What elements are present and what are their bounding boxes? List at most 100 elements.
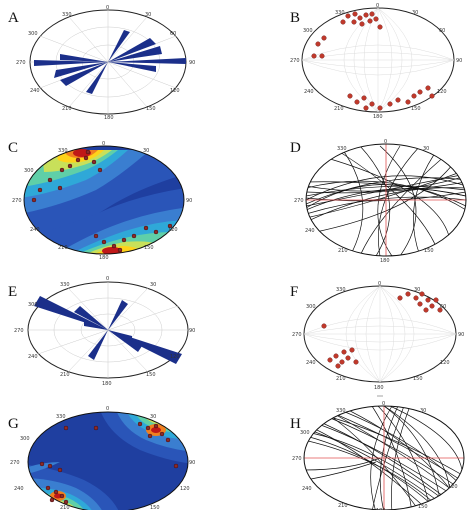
svg-text:150: 150 [150,505,160,510]
svg-text:330: 330 [337,146,347,152]
svg-text:0: 0 [378,281,381,287]
svg-text:210: 210 [334,106,344,112]
svg-text:210: 210 [336,376,346,382]
svg-text:30: 30 [150,414,156,420]
svg-text:240: 240 [302,486,312,492]
stereonet-f: 0 30 60 90 120 150 180 210 240 270 300 3… [292,281,464,397]
svg-text:330: 330 [336,287,346,293]
svg-text:120: 120 [448,484,458,490]
svg-text:210: 210 [338,248,348,254]
svg-text:90: 90 [189,60,195,66]
svg-text:150: 150 [146,372,156,378]
stereonet-d: 0 30 330 270 240 210 180 150 [294,139,467,264]
panel-f: F 0 30 60 90 [290,281,464,397]
svg-text:120: 120 [168,227,178,233]
svg-text:330: 330 [58,148,68,154]
svg-text:0: 0 [106,276,109,282]
panel-label-b: B [290,10,300,26]
poles-c [31,149,173,253]
svg-text:150: 150 [418,504,428,510]
svg-text:90: 90 [189,460,195,466]
rose-petals-e [34,296,182,364]
svg-text:120: 120 [437,89,447,95]
svg-text:180: 180 [380,258,390,264]
svg-text:120: 120 [170,88,180,94]
svg-text:240: 240 [306,360,316,366]
svg-text:300: 300 [28,31,38,37]
panel-label-d: D [290,140,301,156]
svg-text:90: 90 [189,328,195,334]
svg-text:300: 300 [306,304,316,310]
svg-text:120: 120 [440,360,450,366]
svg-text:30: 30 [420,408,426,414]
svg-text:120: 120 [180,486,190,492]
svg-text:30: 30 [143,148,149,154]
svg-text:210: 210 [58,245,68,251]
svg-text:90: 90 [186,198,192,204]
svg-text:0: 0 [376,3,379,9]
svg-text:30: 30 [412,10,418,16]
svg-text:60: 60 [440,304,446,310]
svg-text:240: 240 [28,354,38,360]
svg-text:180: 180 [99,255,109,261]
svg-text:150: 150 [146,106,156,112]
svg-text:0: 0 [102,141,105,147]
panel-h: H 0 30 330 300 270 2 [290,401,465,510]
svg-text:300: 300 [300,430,310,436]
svg-text:180: 180 [374,385,384,391]
svg-text:120: 120 [170,354,180,360]
panel-c: C [8,140,192,261]
svg-text:240: 240 [14,486,24,492]
svg-text:240: 240 [30,227,40,233]
svg-text:30: 30 [145,12,151,18]
svg-text:150: 150 [411,106,421,112]
panel-b: B 0 30 [290,3,462,120]
svg-text:330: 330 [336,408,346,414]
svg-text:270: 270 [290,58,300,64]
svg-text:330: 330 [62,12,72,18]
stereonet-c: 0 30 90 120 150 180 210 240 270 300 330 [12,141,192,261]
panel-label-h: H [290,416,301,432]
svg-text:240: 240 [304,89,314,95]
poles-g [39,421,179,505]
svg-text:300: 300 [303,28,313,34]
svg-text:210: 210 [60,372,70,378]
svg-text:210: 210 [60,505,70,510]
panel-g: G [8,406,195,510]
stereonet-e: 0 30 90 120 150 180 210 240 270 300 330 [14,276,195,387]
svg-text:240: 240 [305,228,315,234]
svg-text:30: 30 [150,282,156,288]
svg-text:30: 30 [423,146,429,152]
stereonet-g: 0 30 90 120 150 210 240 270 300 330 [10,406,195,510]
svg-text:150: 150 [413,376,423,382]
panel-label-a: A [8,10,19,26]
svg-text:270: 270 [14,328,24,334]
poles-b [311,11,435,111]
stereonet-b: 0 30 60 90 120 150 180 210 240 270 300 3… [290,3,462,120]
stereonet-a: 0 30 60 90 120 150 180 210 240 270 300 3… [16,5,195,121]
panel-e: E 0 30 90 120 150 [8,276,195,387]
panel-label-e: E [8,284,17,300]
svg-text:300: 300 [28,302,38,308]
svg-text:300: 300 [24,168,34,174]
svg-text:0: 0 [106,406,109,412]
svg-text:60: 60 [439,28,445,34]
panel-label-g: G [8,416,19,432]
svg-text:330: 330 [335,10,345,16]
svg-text:60: 60 [170,31,176,37]
svg-text:270: 270 [10,460,20,466]
svg-text:90: 90 [458,332,464,338]
svg-text:210: 210 [62,106,72,112]
svg-text:300: 300 [20,436,30,442]
stereonet-h: 0 30 330 300 270 240 210 180 150 120 [292,401,465,510]
svg-text:330: 330 [56,414,66,420]
svg-text:270: 270 [12,198,22,204]
svg-text:180: 180 [104,115,114,121]
svg-text:0: 0 [106,5,109,11]
svg-text:150: 150 [424,248,434,254]
svg-text:0: 0 [384,139,387,145]
svg-text:180: 180 [376,508,386,510]
svg-text:0: 0 [382,401,385,407]
poles-f [321,291,443,369]
svg-text:180: 180 [102,381,112,387]
